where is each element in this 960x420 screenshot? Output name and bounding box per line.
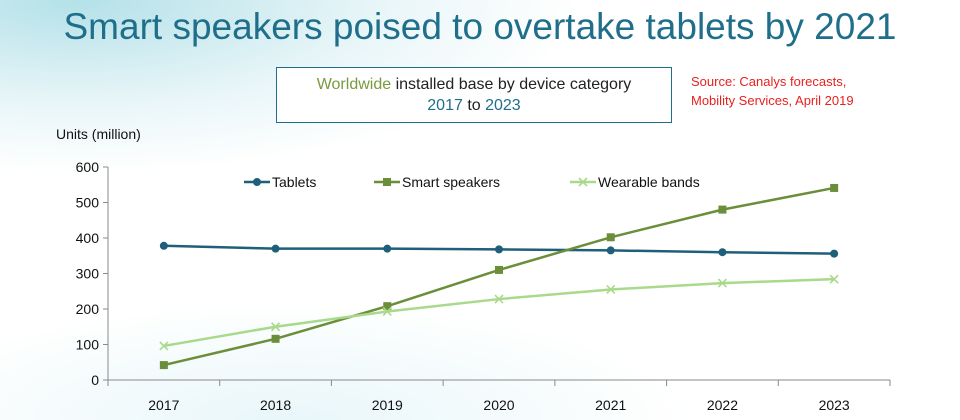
series-line-wearable-bands	[163, 277, 835, 348]
point-smart-speakers-2021	[606, 233, 615, 242]
y-tick-label-600: 600	[76, 159, 100, 175]
legend-label-wearable-bands: Wearable bands	[598, 174, 700, 190]
x-tick-label-2021: 2021	[595, 397, 626, 413]
y-tick-label-200: 200	[76, 301, 100, 317]
point-tablets-2017	[159, 241, 168, 250]
y-tick-label-100: 100	[76, 337, 100, 353]
point-wearable-bands-2019	[382, 306, 392, 317]
point-smart-speakers-2017	[159, 361, 168, 370]
subtitle-to: to	[462, 97, 486, 114]
source-line-1: Source: Canalys forecasts,	[691, 74, 847, 89]
point-smart-speakers-2018	[271, 334, 280, 343]
series-line-smart-speakers	[163, 186, 835, 367]
point-wearable-bands-2018	[271, 322, 281, 332]
legend-label-tablets: Tablets	[272, 174, 316, 190]
point-wearable-bands-2023	[829, 274, 839, 284]
point-wearable-bands-2020	[494, 294, 504, 304]
x-tick-label-2023: 2023	[819, 397, 850, 413]
point-tablets-2020	[495, 245, 503, 254]
point-wearable-bands-2022	[717, 278, 727, 288]
x-tick-label-2017: 2017	[148, 397, 179, 413]
point-tablets-2021	[606, 246, 615, 255]
source-line-2: Mobility Services, April 2019	[691, 93, 854, 108]
y-tick-label-300: 300	[76, 266, 100, 282]
subtitle-worldwide: Worldwide	[316, 76, 392, 93]
x-tick-label-2019: 2019	[372, 397, 403, 413]
x-tick-label-2020: 2020	[483, 397, 514, 413]
point-wearable-bands-2017	[159, 341, 169, 351]
point-smart-speakers-2022	[718, 205, 727, 214]
legend-marker-tablets	[253, 178, 261, 186]
chart-title: Smart speakers poised to overtake tablet…	[63, 6, 897, 47]
x-tick-label-2018: 2018	[260, 397, 291, 413]
point-tablets-2022	[718, 248, 727, 257]
y-axis-label: Units (million)	[56, 126, 141, 142]
subtitle-year-end: 2023	[485, 97, 521, 114]
point-wearable-bands-2021	[606, 284, 616, 295]
point-smart-speakers-2020	[495, 265, 503, 274]
source-note: Source: Canalys forecasts, Mobility Serv…	[691, 72, 911, 110]
y-tick-label-0: 0	[91, 372, 99, 388]
point-tablets-2018	[271, 244, 280, 253]
y-tick-label-400: 400	[76, 230, 100, 246]
subtitle-rest: installed base by device category	[391, 76, 632, 93]
y-tick-label-500: 500	[76, 195, 100, 211]
point-tablets-2023	[830, 249, 839, 258]
point-smart-speakers-2019	[383, 302, 392, 311]
subtitle-year-start: 2017	[427, 97, 463, 114]
legend-marker-wearable-bands	[578, 177, 588, 187]
subtitle-box: Worldwide installed base by device categ…	[276, 67, 672, 123]
subtitle-line-1: Worldwide installed base by device categ…	[277, 74, 671, 95]
legend-label-smart-speakers: Smart speakers	[402, 174, 500, 190]
point-smart-speakers-2023	[830, 183, 839, 192]
legend-marker-smart-speakers	[383, 178, 391, 186]
subtitle-line-2: 2017 to 2023	[277, 95, 671, 116]
x-tick-label-2022: 2022	[707, 397, 738, 413]
point-tablets-2019	[383, 244, 392, 253]
